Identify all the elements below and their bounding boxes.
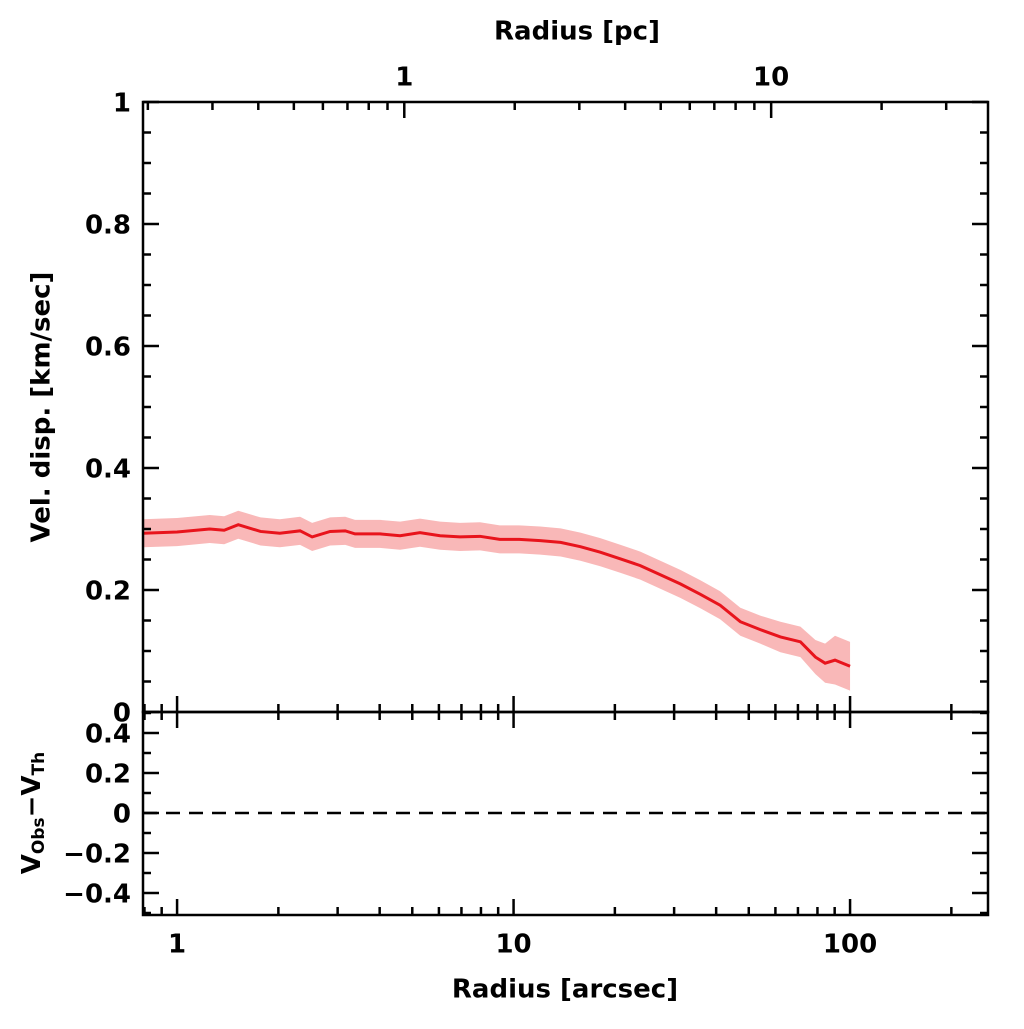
- y-tick-label: 0: [113, 699, 131, 729]
- x2-tick-label: 10: [753, 63, 789, 93]
- x-tick-label: 100: [823, 930, 877, 960]
- y-tick-label: 0.8: [85, 211, 131, 241]
- y-tick-label: 0: [113, 800, 131, 830]
- label-sub: Th: [29, 752, 49, 776]
- x2-axis-label: Radius [pc]: [494, 17, 660, 47]
- y-axis-label: Vel. disp. [km/sec]: [27, 272, 57, 543]
- y-tick-label: 1: [113, 89, 131, 119]
- y-tick-label: 0.2: [85, 760, 131, 790]
- y-tick-label: 0.4: [85, 720, 131, 750]
- residual-y-label: VObs−VTh: [17, 752, 50, 875]
- x-axis-label: Radius [arcsec]: [452, 975, 678, 1005]
- y-tick-label: 0.4: [85, 455, 131, 485]
- label-part: −V: [17, 775, 47, 817]
- x-tick-label: 1: [168, 930, 186, 960]
- label-part: V: [17, 854, 47, 874]
- x2-tick-label: 1: [395, 63, 413, 93]
- x-tick-label: 10: [495, 930, 531, 960]
- label-sub: Obs: [29, 817, 49, 854]
- y-tick-label: −0.4: [63, 880, 131, 910]
- data-line: [142, 523, 851, 668]
- y-tick-label: 0.6: [85, 333, 131, 363]
- plot-frame: [141, 100, 990, 714]
- y-tick-label: −0.2: [63, 840, 131, 870]
- y-tick-label: 0.2: [85, 577, 131, 607]
